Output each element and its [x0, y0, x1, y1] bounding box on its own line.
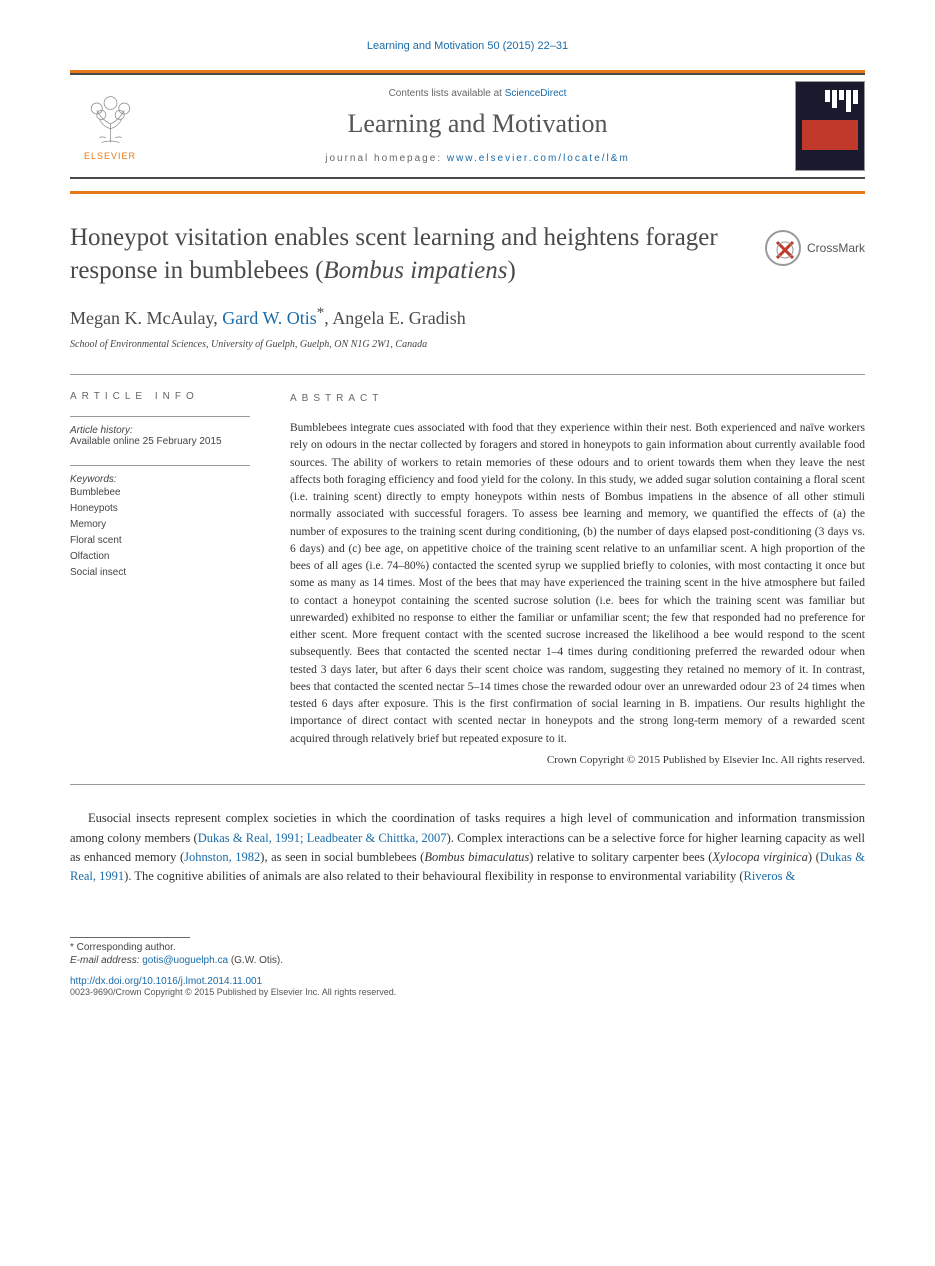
history-value: Available online 25 February 2015 — [70, 436, 250, 447]
email-line: E-mail address: gotis@uoguelph.ca (G.W. … — [70, 955, 865, 966]
abstract-copyright: Crown Copyright © 2015 Published by Else… — [290, 752, 865, 769]
article-info-heading: article info — [70, 391, 250, 402]
email-link[interactable]: gotis@uoguelph.ca — [142, 955, 228, 966]
citation-link[interactable]: Dukas & Real, 1991; Leadbeater & Chittka… — [198, 831, 447, 845]
journal-cover-thumbnail[interactable] — [795, 81, 865, 171]
author-2-corresponding[interactable]: Gard W. Otis — [222, 308, 317, 328]
keywords-list: Bumblebee Honeypots Memory Floral scent … — [70, 485, 250, 581]
citation-link[interactable]: Riveros & — [744, 869, 796, 883]
bottom-orange-bar — [70, 191, 865, 194]
section-divider — [70, 784, 865, 785]
contents-available: Contents lists available at ScienceDirec… — [160, 88, 795, 99]
keyword: Memory — [70, 517, 250, 533]
intro-paragraph: Eusocial insects represent complex socie… — [70, 809, 865, 887]
sciencedirect-link[interactable]: ScienceDirect — [505, 88, 567, 99]
crossmark-icon — [765, 230, 801, 266]
keyword: Social insect — [70, 565, 250, 581]
citation-header[interactable]: Learning and Motivation 50 (2015) 22–31 — [70, 40, 865, 52]
article-info-column: article info Article history: Available … — [70, 375, 250, 768]
author-1: Megan K. McAulay — [70, 308, 213, 328]
journal-name: Learning and Motivation — [160, 109, 795, 139]
author-3: Angela E. Gradish — [332, 308, 465, 328]
footnotes: * Corresponding author. E-mail address: … — [70, 937, 865, 997]
elsevier-label: ELSEVIER — [84, 151, 136, 161]
elsevier-logo[interactable]: ELSEVIER — [70, 81, 150, 171]
history-label: Article history: — [70, 425, 250, 436]
article-title: Honeypot visitation enables scent learni… — [70, 222, 745, 287]
issn-line: 0023-9690/Crown Copyright © 2015 Publish… — [70, 987, 865, 997]
affiliation: School of Environmental Sciences, Univer… — [70, 339, 865, 350]
journal-header: ELSEVIER Contents lists available at Sci… — [70, 73, 865, 179]
corresponding-author-note: * Corresponding author. — [70, 942, 865, 953]
doi-link[interactable]: http://dx.doi.org/10.1016/j.lmot.2014.11… — [70, 976, 865, 987]
crossmark-badge[interactable]: CrossMark — [765, 230, 865, 266]
keyword: Honeypots — [70, 501, 250, 517]
elsevier-tree-icon — [83, 92, 138, 147]
journal-homepage-link[interactable]: www.elsevier.com/locate/l&m — [447, 153, 630, 164]
authors-line: Megan K. McAulay, Gard W. Otis*, Angela … — [70, 305, 865, 329]
abstract-text: Bumblebees integrate cues associated wit… — [290, 420, 865, 748]
citation-link[interactable]: Johnston, 1982 — [184, 850, 260, 864]
abstract-heading: abstract — [290, 391, 865, 406]
keyword: Floral scent — [70, 533, 250, 549]
abstract-column: abstract Bumblebees integrate cues assoc… — [290, 375, 865, 768]
crossmark-label: CrossMark — [807, 241, 865, 255]
keywords-label: Keywords: — [70, 474, 250, 485]
keyword: Olfaction — [70, 549, 250, 565]
journal-homepage: journal homepage: www.elsevier.com/locat… — [160, 153, 795, 164]
keyword: Bumblebee — [70, 485, 250, 501]
